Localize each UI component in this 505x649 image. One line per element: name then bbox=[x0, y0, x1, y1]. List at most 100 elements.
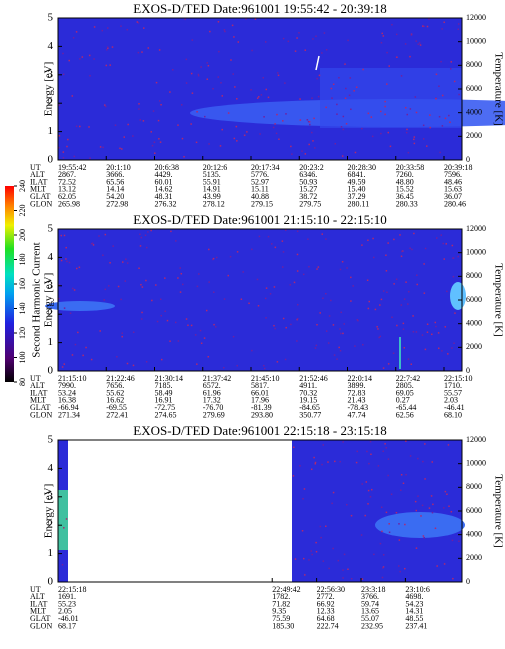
spectrogram-speck bbox=[448, 114, 450, 117]
y-tick-label: 0 bbox=[48, 365, 54, 377]
spectrogram-speck bbox=[426, 323, 429, 325]
spectrogram-speck bbox=[121, 148, 123, 150]
spectrogram-speck bbox=[290, 145, 292, 148]
spectrogram-speck bbox=[62, 157, 65, 159]
spectrogram-speck bbox=[275, 132, 278, 135]
y-axis-label: Energy [eV] bbox=[43, 62, 55, 116]
spectrogram-speck bbox=[204, 115, 206, 118]
table-cell: 5776. bbox=[251, 170, 269, 179]
spectrogram-speck bbox=[387, 474, 389, 477]
spectrogram-speck bbox=[415, 331, 418, 333]
spectrogram-speck bbox=[314, 347, 317, 349]
spectrogram-speck bbox=[360, 534, 363, 536]
spectrogram-speck bbox=[104, 288, 107, 291]
spectrogram-speck bbox=[418, 42, 421, 44]
spectrogram-speck bbox=[91, 242, 94, 245]
spectrogram-speck bbox=[341, 155, 344, 157]
spectrogram-speck bbox=[68, 59, 70, 62]
spectrogram-speck bbox=[160, 103, 162, 106]
table-cell: 0.27 bbox=[396, 396, 410, 405]
spectrogram-speck bbox=[424, 478, 426, 480]
spectrogram-speck bbox=[445, 243, 448, 245]
table-cell: 20:12:6 bbox=[203, 163, 227, 172]
table-cell: -46.01 bbox=[58, 614, 79, 623]
spectrogram-speck bbox=[384, 113, 386, 116]
spectrogram-speck bbox=[307, 120, 310, 123]
spectrogram-speck bbox=[203, 337, 206, 339]
spectrogram-speck bbox=[257, 304, 260, 307]
spectrogram-speck bbox=[233, 137, 236, 140]
spectrogram-speck bbox=[362, 343, 364, 346]
table-cell: 64.68 bbox=[317, 614, 335, 623]
spectrogram-speck bbox=[212, 291, 215, 294]
spectrogram-speck bbox=[325, 330, 328, 332]
table-cell: 3899. bbox=[348, 381, 366, 390]
spectrogram-speck bbox=[336, 113, 338, 115]
table-cell: 2867. bbox=[58, 170, 76, 179]
table-row-label: GLAT bbox=[30, 614, 51, 623]
spectrogram-speck bbox=[415, 547, 418, 549]
table-cell: -84.65 bbox=[299, 403, 320, 412]
spectrogram-speck bbox=[185, 58, 188, 61]
spectrogram-speck bbox=[299, 98, 301, 100]
spectrogram-speck bbox=[409, 455, 412, 457]
table-cell: 15.11 bbox=[251, 185, 269, 194]
spectrogram-speck bbox=[160, 358, 163, 361]
spectrogram-speck bbox=[116, 356, 118, 358]
spectrogram-speck bbox=[166, 319, 169, 322]
y-tick-label: 4 bbox=[48, 462, 54, 474]
spectrogram-speck bbox=[132, 331, 135, 334]
y2-axis-label: Temperature [K] bbox=[492, 474, 504, 547]
spectrogram-speck bbox=[274, 246, 277, 249]
y2-tick-label: 4000 bbox=[466, 529, 482, 538]
spectrogram-speck bbox=[350, 514, 353, 517]
y-tick-label: 1 bbox=[48, 336, 54, 348]
spectrogram-speck bbox=[342, 128, 345, 131]
spectrogram-speck bbox=[72, 37, 75, 39]
spectrogram-speck bbox=[333, 354, 336, 356]
spectrogram-speck bbox=[401, 250, 404, 252]
y-tick-label: 1 bbox=[48, 125, 54, 137]
spectrogram-speck bbox=[382, 35, 385, 37]
y2-tick-label: 2000 bbox=[466, 131, 482, 140]
spectrogram-speck bbox=[74, 343, 77, 346]
spectrogram-speck bbox=[309, 123, 311, 126]
spectrogram-speck bbox=[424, 247, 427, 250]
spectrogram-speck bbox=[276, 361, 279, 363]
spectrogram-speck bbox=[398, 539, 401, 541]
spectrogram-speck bbox=[185, 318, 188, 320]
spectrogram-speck bbox=[419, 44, 422, 46]
spectrogram-speck bbox=[317, 266, 320, 268]
table-cell: 20:23:2 bbox=[299, 163, 323, 172]
spectrogram-speck bbox=[409, 108, 412, 110]
table-cell: 17.96 bbox=[251, 396, 269, 405]
y-tick-label: 5 bbox=[48, 223, 54, 235]
colorbar-label: Second Harmonic Current bbox=[31, 242, 43, 357]
table-cell: 55.07 bbox=[361, 614, 379, 623]
spectrogram-speck bbox=[400, 255, 403, 258]
spectrogram-speck bbox=[385, 511, 388, 514]
spectrogram-speck bbox=[152, 110, 155, 112]
table-cell: 55.91 bbox=[203, 177, 221, 186]
table-cell: 21:22:46 bbox=[106, 374, 134, 383]
spectrogram-speck bbox=[250, 89, 252, 91]
table-cell: 9.35 bbox=[272, 607, 286, 616]
spectrogram-speck bbox=[246, 131, 248, 133]
spectrogram-speck bbox=[183, 155, 185, 158]
spectrogram-speck bbox=[251, 49, 253, 52]
spectrogram-speck bbox=[197, 73, 200, 76]
spectrogram-speck bbox=[387, 363, 390, 365]
spectrogram-speck bbox=[331, 97, 333, 99]
spectrogram-speck bbox=[277, 72, 279, 74]
spectrogram-speck bbox=[338, 346, 340, 349]
spectrogram-speck bbox=[77, 331, 79, 334]
spectrogram-speck bbox=[155, 81, 158, 84]
table-cell: 50.93 bbox=[299, 177, 317, 186]
colorbar-tick-label: 80 bbox=[18, 378, 27, 386]
spectrogram-speck bbox=[311, 131, 313, 134]
spectrogram-speck bbox=[98, 235, 100, 237]
spectrogram-speck bbox=[354, 151, 357, 154]
spectrogram-speck bbox=[442, 242, 444, 245]
spectrogram-speck bbox=[191, 92, 194, 94]
spectrogram-speck bbox=[402, 322, 405, 325]
